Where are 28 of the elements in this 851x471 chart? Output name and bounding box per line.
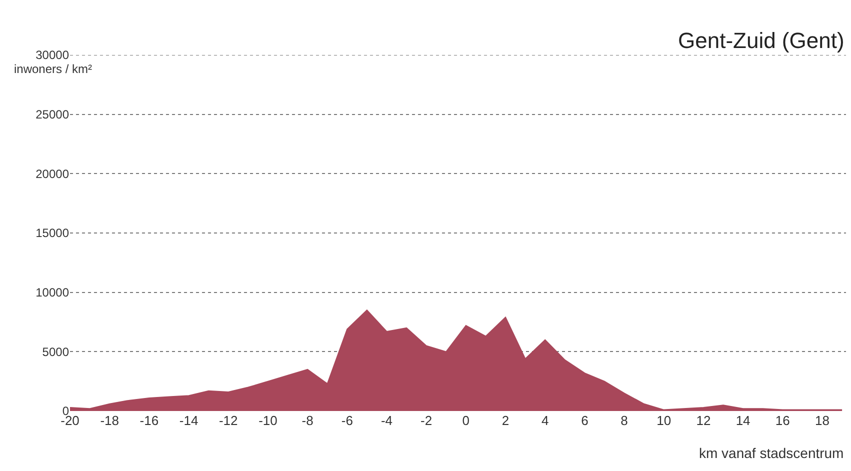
x-tick-label: 16 bbox=[775, 413, 790, 428]
x-tick-label: -4 bbox=[380, 413, 393, 428]
y-tick-label: 5000 bbox=[42, 344, 70, 359]
y-tick-label: 25000 bbox=[36, 108, 70, 122]
x-tick-label: 10 bbox=[656, 413, 672, 428]
x-tick-label: -16 bbox=[140, 413, 159, 428]
x-tick-label: 18 bbox=[815, 413, 830, 428]
y-tick-label: 30000 bbox=[36, 48, 70, 62]
x-tick-label: -8 bbox=[302, 413, 314, 428]
y-tick-label: 10000 bbox=[36, 286, 70, 300]
x-tick-label: 0 bbox=[462, 413, 470, 428]
x-tick-label: 8 bbox=[620, 413, 628, 428]
x-tick-label: 4 bbox=[541, 413, 549, 428]
x-axis-title: km vanaf stadscentrum bbox=[699, 445, 844, 461]
x-tick-label: 12 bbox=[696, 413, 711, 428]
y-tick-label: 15000 bbox=[36, 226, 70, 240]
x-tick-label: 14 bbox=[736, 413, 750, 428]
x-tick-label: -18 bbox=[100, 413, 119, 428]
x-tick-label: -10 bbox=[258, 413, 278, 428]
x-tick-label: -6 bbox=[341, 413, 353, 428]
x-tick-label: -2 bbox=[420, 413, 432, 428]
y-axis-title: inwoners / km² bbox=[14, 62, 92, 76]
x-tick-label: -14 bbox=[179, 413, 198, 428]
x-tick-label: 6 bbox=[581, 413, 588, 428]
x-tick-label: -12 bbox=[218, 413, 238, 428]
x-tick-label: 2 bbox=[502, 413, 510, 428]
y-tick-label: 20000 bbox=[36, 166, 70, 181]
chart-title: Gent-Zuid (Gent) bbox=[678, 28, 844, 53]
